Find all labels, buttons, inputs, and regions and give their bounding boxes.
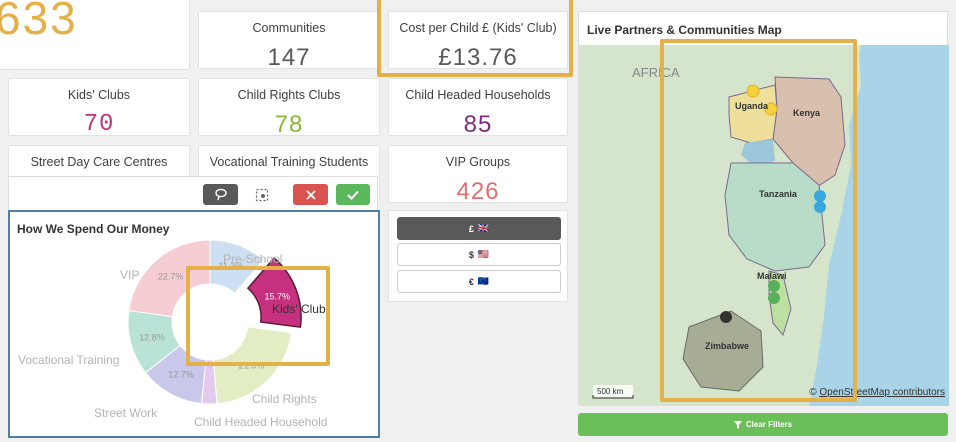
- slice-label-pre-school: Pre-School: [223, 252, 283, 266]
- map-label-malawi: Malawi: [757, 271, 787, 281]
- donut-slice-value-label: 22.7%: [158, 272, 184, 282]
- kpi-card-communities: Communities 147: [198, 11, 380, 71]
- kpi-label: VIP Groups: [445, 155, 511, 169]
- clear-filters-button[interactable]: Clear Filters: [578, 413, 948, 436]
- slice-label-kids-club: Kids' Club: [272, 302, 326, 316]
- spend-donut-chart[interactable]: 11.3% 15.7% 21.5% 12.7% 12.8% 22.7%: [10, 212, 378, 436]
- donut-slice[interactable]: [128, 239, 211, 318]
- slice-label-vocational-training: Vocational Training: [18, 353, 120, 367]
- kpi-label: Street Day Care Centres: [30, 155, 168, 169]
- cancel-selection-button[interactable]: [293, 184, 328, 205]
- map-title: Live Partners & Communities Map: [587, 23, 782, 37]
- kpi-card-child-headed-households: Child Headed Households 85: [388, 78, 568, 138]
- kpi-value: 426: [456, 178, 500, 205]
- total-kpi-card: 633: [0, 0, 190, 70]
- currency-symbol: £: [468, 223, 474, 234]
- slice-label-child-rights: Child Rights: [252, 392, 317, 406]
- total-kpi-value: 633: [0, 0, 78, 44]
- kpi-value: 85: [463, 111, 493, 138]
- currency-symbol: €: [468, 276, 474, 287]
- map-attribution: © OpenStreetMap contributors: [809, 387, 945, 398]
- kpi-label: Cost per Child £ (Kids' Club): [399, 21, 557, 35]
- eu-flag-icon: 🇪🇺: [477, 276, 490, 286]
- close-icon: [305, 189, 316, 200]
- kpi-label: Child Rights Clubs: [237, 88, 341, 102]
- copyright-symbol: ©: [809, 387, 817, 398]
- filter-icon: [733, 420, 742, 429]
- kpi-card-vip-groups: VIP Groups 426: [388, 145, 568, 205]
- kpi-value: 78: [274, 111, 304, 138]
- donut-slice-value-label: 11.3%: [218, 261, 243, 271]
- check-icon: [347, 190, 359, 200]
- slice-label-street-work: Street Work: [94, 406, 158, 420]
- select-area-icon: [255, 188, 269, 201]
- map-label-zimbabwe: Zimbabwe: [705, 341, 750, 351]
- donut-slice[interactable]: [247, 257, 302, 328]
- kpi-card-child-rights-clubs: Child Rights Clubs 78: [198, 78, 380, 138]
- slice-label-vip: VIP: [120, 268, 140, 282]
- kpi-card-kids-clubs: Kids' Clubs 70: [8, 78, 190, 138]
- us-flag-icon: 🇺🇸: [477, 249, 490, 259]
- kpi-value: 70: [83, 111, 115, 138]
- donut-slice-value-label: 12.7%: [168, 370, 194, 380]
- slice-label-child-headed-household: Child Headed Household: [194, 415, 328, 429]
- clear-filters-label: Clear Filters: [745, 420, 793, 429]
- currency-eur-button[interactable]: € 🇪🇺: [397, 270, 561, 293]
- chart-title: How We Spend Our Money: [17, 222, 170, 236]
- lasso-button[interactable]: [203, 184, 238, 205]
- map-label-uganda: Uganda: [735, 101, 769, 111]
- partners-map-panel: Live Partners & Communities Map: [578, 11, 949, 406]
- map-scale-label: 500 km: [597, 387, 624, 396]
- kpi-value: £13.76: [438, 44, 518, 71]
- map-label-kenya: Kenya: [793, 108, 821, 118]
- kpi-card-cost-per-child: Cost per Child £ (Kids' Club) £13.76: [388, 11, 568, 71]
- spend-chart-panel: How We Spend Our Money 11.3% 15.7% 21.5% 12…: [8, 210, 380, 438]
- kpi-label: Communities: [252, 21, 326, 35]
- confirm-selection-button[interactable]: [336, 184, 370, 205]
- kpi-label: Child Headed Households: [405, 88, 551, 102]
- drill-select-button[interactable]: [247, 184, 277, 205]
- currency-symbol: $: [468, 249, 474, 260]
- lasso-icon: [214, 188, 227, 201]
- map-label-tanzania: Tanzania: [759, 189, 797, 199]
- kpi-label: Vocational Training Students: [209, 155, 369, 169]
- kpi-label: Kids' Clubs: [67, 88, 131, 102]
- edit-toolbar: [8, 176, 378, 210]
- currency-usd-button[interactable]: $ 🇺🇸: [397, 243, 561, 266]
- map-canvas[interactable]: AFRICA Uganda Kenya Tanzania Malawi Zimb…: [579, 45, 949, 406]
- uk-flag-icon: 🇬🇧: [477, 223, 490, 233]
- currency-gbp-button[interactable]: £ 🇬🇧: [397, 217, 561, 240]
- map-label-africa: AFRICA: [632, 65, 680, 80]
- kpi-value: 147: [267, 44, 311, 71]
- donut-slice-value-label: 21.5%: [239, 360, 265, 370]
- donut-slice-value-label: 12.8%: [139, 333, 165, 343]
- donut-slice-value-label: 15.7%: [265, 291, 291, 301]
- attribution-link[interactable]: OpenStreetMap contributors: [819, 387, 945, 398]
